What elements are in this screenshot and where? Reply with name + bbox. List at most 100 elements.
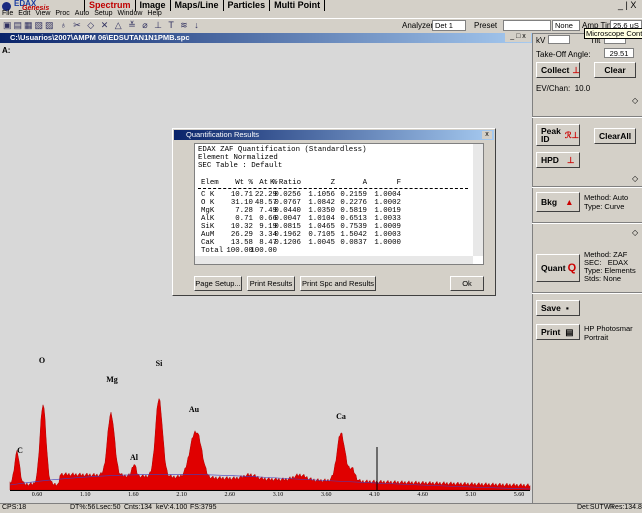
collect-button[interactable]: Collect ⊥ [536, 62, 580, 78]
doc-title-bar [0, 33, 532, 43]
table-cell: 1.0104 [308, 215, 335, 223]
print-label: Print [541, 327, 561, 337]
menu-item[interactable]: Window [117, 10, 143, 17]
table-cell: 31.10 [230, 199, 253, 207]
table-cell: 100.00 [226, 247, 253, 255]
tab[interactable]: Spectrum [84, 0, 136, 11]
takeoff-box[interactable]: 29.51 [604, 48, 634, 58]
expand-icon[interactable]: ◇ [632, 96, 639, 105]
bkg-button[interactable]: Bkg ▲ [536, 192, 580, 212]
table-cell: 1.0045 [308, 239, 335, 247]
table-cell: 0.0815 [274, 223, 301, 231]
table-cell: 10.32 [230, 223, 253, 231]
preset-box[interactable] [503, 20, 551, 31]
scrollbar[interactable] [473, 144, 483, 256]
menu-item[interactable]: Help [147, 10, 162, 17]
hpd-button[interactable]: HPD ⊥ [536, 152, 580, 168]
table-cell: 1.0002 [374, 199, 401, 207]
table-cell: 0.0440 [274, 207, 301, 215]
table-cell: 1.5042 [340, 231, 367, 239]
page-setup-button[interactable]: Page Setup... [194, 276, 242, 291]
printer-name: HP Photosmar [584, 324, 633, 333]
analyzer-select[interactable]: Det 1 [432, 20, 466, 31]
table-cell: AuM [201, 231, 215, 239]
table-cell: 0.0837 [340, 239, 367, 247]
menu-item[interactable]: File [2, 10, 14, 17]
quant-button[interactable]: Quant Q [536, 254, 580, 282]
window-controls[interactable]: _ | X [618, 0, 637, 10]
analyzer-label: Analyzer [402, 21, 434, 30]
table-header: A [362, 179, 367, 187]
logo-icon [2, 2, 11, 11]
menu-item[interactable]: Setup [94, 10, 113, 17]
table-header: Elem [201, 179, 219, 187]
preset-select[interactable]: None [552, 20, 580, 31]
amp-label: Amp Time [582, 21, 619, 30]
logo-sub: Genesis [22, 5, 50, 12]
status-field: Det:SUTW+ [577, 504, 615, 511]
status-field: keV:4.100 [156, 504, 188, 511]
table-cell: 48.57 [254, 199, 277, 207]
menu-item[interactable]: View [35, 10, 51, 17]
tab[interactable]: Particles [224, 0, 271, 11]
menu-item[interactable]: Edit [18, 10, 31, 17]
bkg-label: Bkg [541, 197, 558, 207]
table-cell: 3.34 [259, 231, 277, 239]
dialog-close[interactable]: x [482, 131, 492, 139]
table-cell: 8.47 [259, 239, 277, 247]
table-header: K-Ratio [269, 179, 301, 187]
x-tick-label: 2.10 [176, 492, 187, 498]
kv-box[interactable] [548, 35, 570, 44]
table-cell: 0.1206 [274, 239, 301, 247]
expand-icon[interactable]: ◇ [632, 174, 639, 183]
print-results-button[interactable]: Print Results [247, 276, 295, 291]
menu-item[interactable]: Proc [55, 10, 70, 17]
save-button[interactable]: Save ▪ [536, 300, 580, 316]
print-button[interactable]: Print ▤ [536, 324, 580, 340]
table-cell: MgK [201, 207, 215, 215]
table-cell: 0.2276 [340, 199, 367, 207]
tab[interactable]: Image [136, 0, 171, 11]
table-cell: 1.0033 [374, 215, 401, 223]
table-cell: 1.0465 [308, 223, 335, 231]
peak-label: C [17, 446, 23, 455]
table-cell: SiK [201, 223, 215, 231]
table-cell: 0.7539 [340, 223, 367, 231]
ok-button[interactable]: Ok [450, 276, 484, 291]
tilt-label: Tilt [590, 36, 601, 45]
clear-button[interactable]: Clear [594, 62, 636, 78]
x-tick-label: 1.10 [79, 492, 91, 498]
collect-label: Collect [541, 65, 570, 75]
separator [532, 116, 642, 118]
table-header: F [396, 179, 401, 187]
table-cell: AlK [201, 215, 215, 223]
table-cell: 1.0000 [374, 239, 401, 247]
table-cell: CaK [201, 239, 215, 247]
tab[interactable]: Maps/Line [171, 0, 224, 11]
expand-icon[interactable]: ◇ [632, 228, 639, 237]
table-cell: 0.7105 [308, 231, 335, 239]
table-rule [198, 188, 468, 189]
pane-label: A: [2, 46, 11, 55]
peak-label: Ca [336, 412, 346, 421]
doc-controls[interactable]: _ □ x [505, 33, 531, 42]
table-cell: 7.28 [235, 207, 253, 215]
peakid-button[interactable]: Peak ID ℛ⊥ [536, 124, 580, 146]
table-cell: 1.0350 [308, 207, 335, 215]
table-cell: 0.0256 [274, 191, 301, 199]
separator [532, 222, 642, 224]
x-tick-label: 4.10 [369, 492, 380, 498]
table-cell: 100.00 [250, 247, 277, 255]
kv-label: kV [536, 36, 546, 45]
clearall-button[interactable]: ClearAll [594, 128, 636, 144]
hscrollbar[interactable] [195, 256, 473, 264]
tab[interactable]: Multi Point [270, 0, 326, 11]
printer-orientation: Portrait [584, 333, 609, 342]
tooltip: Microscope Control Panel [584, 28, 642, 39]
menu-item[interactable]: Auto [74, 10, 90, 17]
print-spc-button[interactable]: Print Spc and Results [300, 276, 376, 291]
table-cell: 1.0009 [374, 223, 401, 231]
x-tick-label: 5.60 [513, 492, 525, 498]
peak-label: Mg [106, 375, 118, 384]
